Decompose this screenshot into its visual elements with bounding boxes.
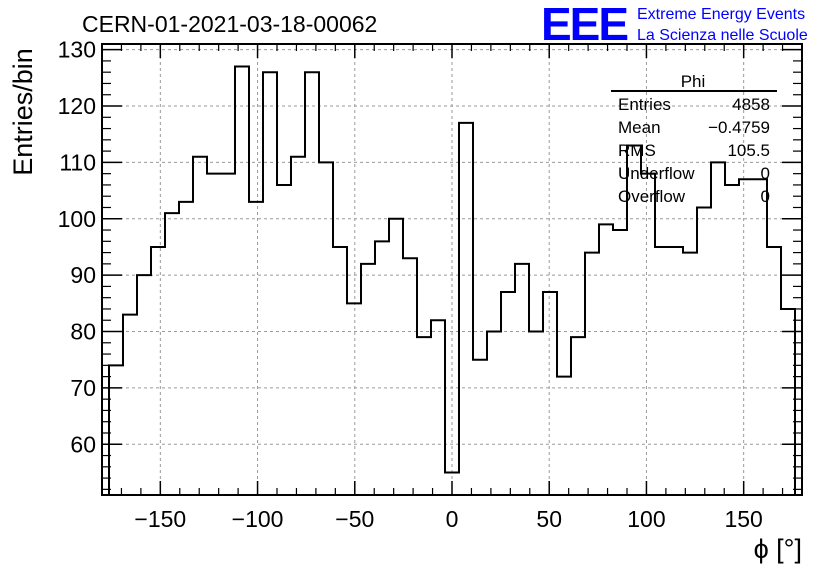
stats-row-label: Mean xyxy=(618,118,661,137)
axis-ticks: −150 −100 −50 0 50 100 150 60 70 80 90 100 110 120 130 xyxy=(58,37,802,532)
histogram-bin xyxy=(613,230,627,495)
histogram-bin xyxy=(305,72,319,495)
histogram-bin xyxy=(641,174,655,495)
histogram-bin xyxy=(557,377,571,495)
stats-row-label: RMS xyxy=(618,141,656,160)
histogram-bin xyxy=(123,315,137,495)
chart-title: CERN-01-2021-03-18-00062 xyxy=(82,11,377,37)
histogram-bin xyxy=(109,365,123,495)
histogram-bin xyxy=(179,202,193,495)
histogram-bin xyxy=(571,337,585,495)
histogram-bin xyxy=(137,275,151,495)
histogram-bin xyxy=(459,123,473,495)
stats-row-label: Entries xyxy=(618,95,671,114)
histogram-bin xyxy=(781,309,795,495)
y-tick-label: 70 xyxy=(70,375,96,401)
histogram-bin xyxy=(151,247,165,495)
histogram-bin xyxy=(683,253,697,495)
logo-line-1: Extreme Energy Events xyxy=(637,6,805,23)
histogram-bin xyxy=(753,179,767,495)
histogram-bin xyxy=(193,157,207,495)
histogram-bin xyxy=(221,174,235,495)
y-tick-label: 110 xyxy=(59,149,96,175)
histogram-bin xyxy=(543,292,557,495)
histogram-bin xyxy=(599,224,613,495)
histogram-bin xyxy=(697,207,711,495)
histogram-bin xyxy=(235,67,249,495)
stats-row-label: Underflow xyxy=(618,164,695,183)
histogram-bin xyxy=(655,247,669,495)
histogram-bin xyxy=(767,247,781,495)
histogram-bin xyxy=(487,332,501,495)
x-tick-label: 100 xyxy=(627,506,665,532)
stats-row-label: Overflow xyxy=(618,187,686,206)
x-tick-label: −150 xyxy=(134,506,186,532)
x-tick-label: −50 xyxy=(335,506,374,532)
histogram-bin xyxy=(739,179,753,495)
histogram-bin xyxy=(529,332,543,495)
histogram-bin xyxy=(711,162,725,495)
x-tick-label: 150 xyxy=(724,506,762,532)
histogram-bin xyxy=(319,162,333,495)
stats-rows: Entries 4858 Mean −0.4759 RMS 105.5 Underflow 0… xyxy=(618,95,770,206)
histogram-bin xyxy=(403,258,417,495)
histogram-bin xyxy=(417,337,431,495)
y-tick-label: 90 xyxy=(70,262,96,288)
x-axis-label: ϕ [°] xyxy=(754,534,802,564)
histogram-bin xyxy=(361,264,375,495)
histogram-bin xyxy=(333,247,347,495)
grid-lines xyxy=(102,44,802,495)
histogram-bin xyxy=(473,360,487,495)
y-tick-label: 60 xyxy=(70,431,96,457)
histogram-bin xyxy=(725,185,739,495)
stats-row-value: 4858 xyxy=(732,95,770,114)
histogram-bin xyxy=(669,247,683,495)
histogram-bin xyxy=(207,174,221,495)
histogram-bin xyxy=(445,472,459,495)
stats-row-value: 0 xyxy=(761,187,770,206)
stats-row-value: −0.4759 xyxy=(708,118,770,137)
histogram-bin xyxy=(375,241,389,495)
logo-line-2: La Scienza nelle Scuole xyxy=(637,27,808,44)
stats-box: Phi Entries 4858 Mean −0.4759 RMS 105.5 Underf… xyxy=(611,72,777,206)
y-tick-label: 120 xyxy=(58,93,96,119)
x-tick-label: 0 xyxy=(446,506,459,532)
stats-row-value: 0 xyxy=(761,164,770,183)
histogram-bin xyxy=(249,202,263,495)
y-axis-label: Entries/bin xyxy=(8,48,38,176)
stats-name: Phi xyxy=(681,72,706,91)
histogram-bin xyxy=(291,157,305,495)
histogram-outline xyxy=(108,65,796,495)
histogram-bin xyxy=(165,213,179,495)
histogram-bin xyxy=(347,303,361,495)
logo-letters: EEE xyxy=(541,0,627,50)
x-tick-label: −100 xyxy=(232,506,284,532)
histogram-bin xyxy=(585,253,599,495)
eee-logo: EEE Extreme Energy Events La Scienza nel… xyxy=(541,0,808,50)
histogram-bin xyxy=(515,264,529,495)
y-tick-label: 130 xyxy=(58,37,96,63)
histogram-bin xyxy=(263,72,277,495)
stats-row-value: 105.5 xyxy=(727,141,770,160)
x-tick-label: 50 xyxy=(536,506,562,532)
y-tick-label: 100 xyxy=(58,206,96,232)
histogram-bin xyxy=(389,219,403,495)
y-tick-label: 80 xyxy=(70,319,96,345)
histogram-bin xyxy=(431,320,445,495)
histogram-bin xyxy=(501,292,515,495)
histogram-bin xyxy=(277,185,291,495)
